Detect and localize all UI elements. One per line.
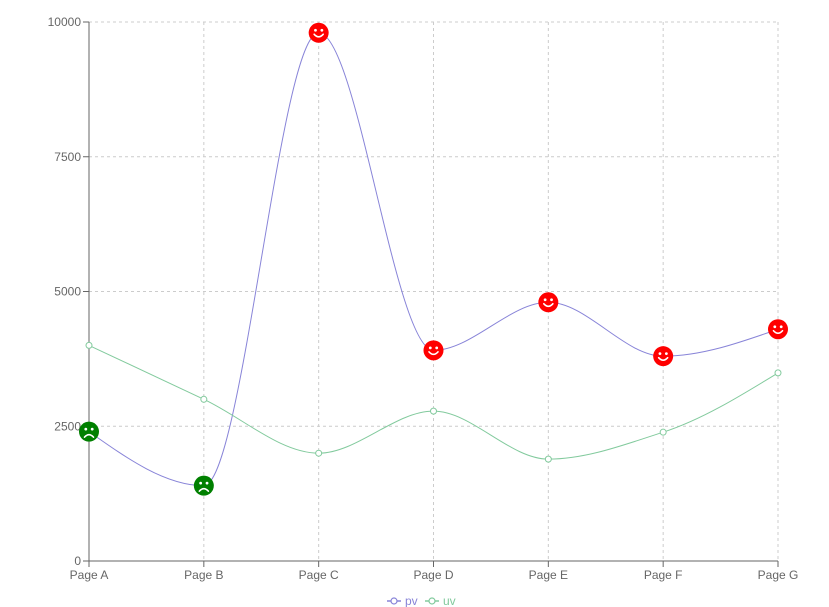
legend-circle-icon — [390, 597, 398, 605]
face-circle — [768, 319, 788, 340]
face-circle — [308, 22, 329, 43]
face-eye — [773, 325, 777, 329]
dot-uv — [85, 341, 93, 349]
legend-circle-icon — [428, 597, 436, 605]
legend-item-uv: uv — [425, 594, 456, 607]
face-mouth — [543, 302, 554, 308]
face-mouth — [428, 351, 439, 356]
y-tick-label: 7500 — [54, 150, 81, 164]
face-eye — [90, 427, 94, 431]
face-eye — [435, 346, 439, 350]
x-tick-label: Page D — [413, 568, 453, 582]
y-tick-label: 2500 — [54, 419, 81, 433]
sad-face-marker — [79, 421, 99, 442]
legend-label: pv — [405, 594, 418, 607]
face-eye — [550, 298, 553, 302]
face-circle — [538, 292, 559, 313]
dot-uv — [544, 455, 552, 463]
face-eye — [658, 352, 662, 356]
face-eye — [84, 427, 88, 431]
grid — [88, 21, 779, 561]
sad-face-marker — [193, 475, 214, 496]
dot-uv — [315, 449, 323, 457]
x-tick-label: Page A — [70, 568, 109, 582]
face-eye — [205, 481, 209, 485]
face-mouth — [198, 487, 210, 492]
happy-face-marker — [653, 346, 674, 367]
legend-label: uv — [443, 594, 456, 607]
y-tick-label: 0 — [74, 554, 81, 568]
face-circle — [423, 340, 444, 361]
series-line-pv — [88, 32, 779, 487]
face-eye — [664, 352, 668, 356]
x-tick-label: Page C — [299, 568, 339, 582]
dot-uv — [659, 428, 667, 436]
happy-face-marker — [538, 292, 559, 313]
series-markers — [79, 22, 788, 496]
face-eye — [779, 325, 783, 329]
face-eye — [199, 481, 203, 485]
happy-face-marker — [768, 319, 788, 340]
x-tick-label: Page G — [758, 568, 799, 582]
legend: pv uv — [387, 594, 456, 607]
happy-face-marker — [423, 340, 444, 361]
face-mouth — [657, 356, 669, 361]
y-tick-label: 5000 — [54, 285, 81, 299]
dot-uv — [774, 369, 782, 377]
face-eye — [543, 298, 547, 302]
face-eye — [428, 346, 432, 350]
happy-face-marker — [308, 22, 329, 43]
face-circle — [193, 475, 214, 496]
face-eye — [320, 28, 324, 32]
dot-uv — [430, 407, 437, 415]
face-mouth — [772, 329, 784, 335]
face-eye — [314, 28, 317, 32]
x-tick-label: Page E — [529, 568, 568, 582]
face-circle — [653, 346, 674, 367]
y-tick-label: 10000 — [48, 15, 82, 29]
legend-item-pv: pv — [387, 594, 418, 607]
axes: 0 2500 5000 7500 10000 Page A Page B Page C Page… — [48, 15, 799, 582]
face-circle — [79, 421, 99, 442]
face-mouth — [313, 33, 324, 38]
face-mouth — [83, 433, 95, 438]
x-tick-label: Page F — [644, 568, 683, 582]
dot-uv — [200, 395, 208, 403]
x-tick-label: Page B — [184, 568, 223, 582]
